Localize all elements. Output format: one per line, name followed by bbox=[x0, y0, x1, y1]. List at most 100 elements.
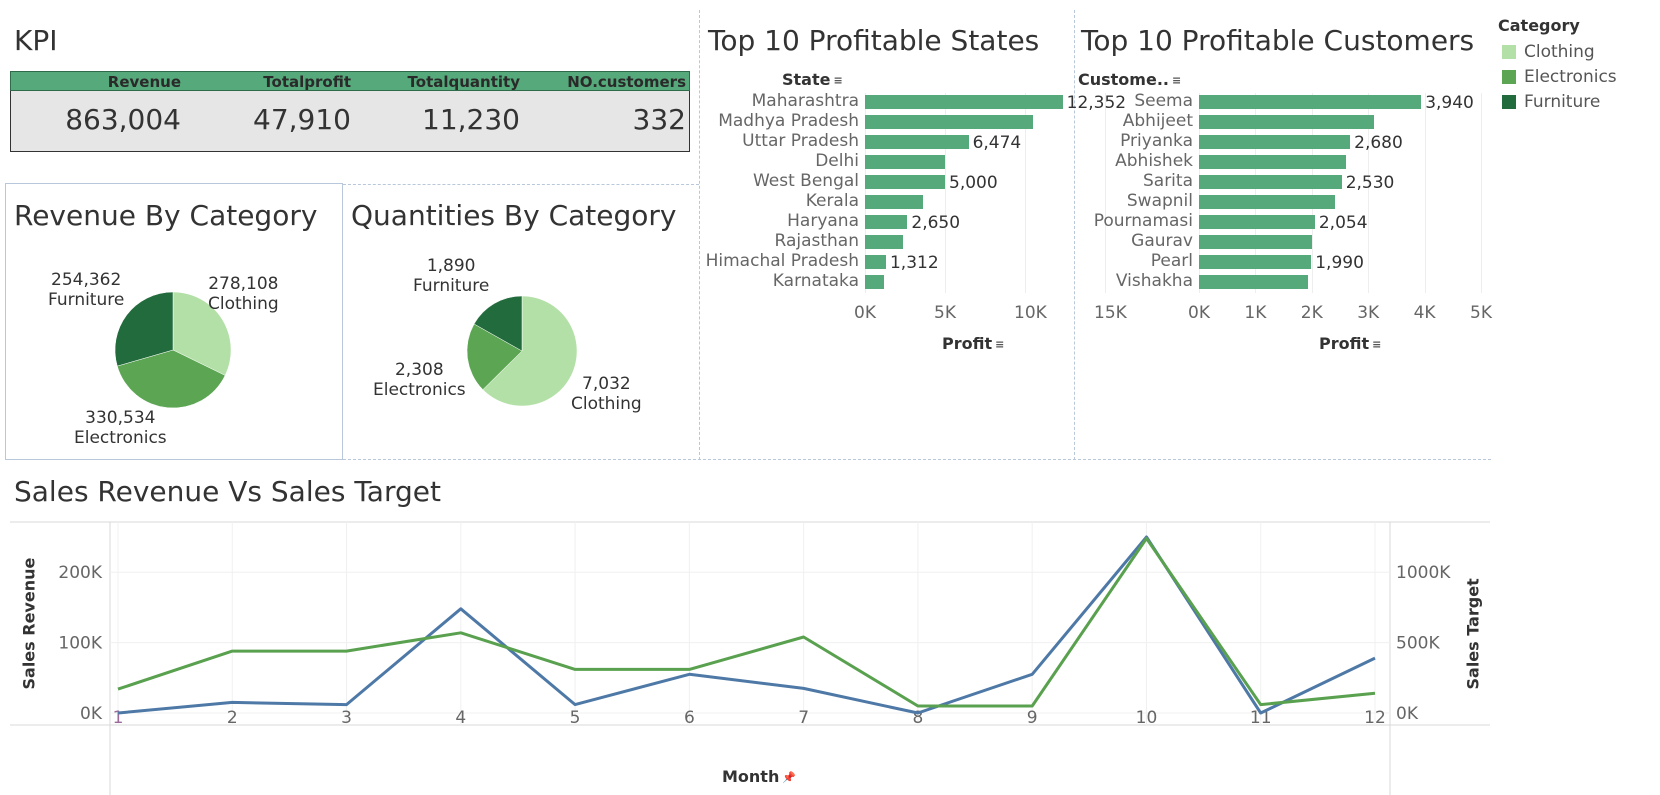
kpi-value-revenue: 863,004 bbox=[65, 103, 181, 136]
revenue-pie-chart bbox=[115, 292, 231, 408]
bar-label: Vishakha bbox=[1115, 271, 1193, 291]
x-tick-label: 0K bbox=[854, 303, 876, 323]
bar[interactable] bbox=[865, 115, 1033, 129]
bar[interactable] bbox=[865, 275, 885, 289]
kpi-value-totalquantity: 11,230 bbox=[422, 103, 520, 136]
pie-slice-furniture[interactable] bbox=[473, 296, 523, 352]
grid-line bbox=[1199, 93, 1200, 293]
x-tick-label: 5K bbox=[934, 303, 956, 323]
bar-label: Karnataka bbox=[772, 271, 859, 291]
bar[interactable] bbox=[1199, 155, 1347, 169]
bar-label: Pearl bbox=[1150, 251, 1193, 271]
y-right-tick-label: 500K bbox=[1396, 634, 1440, 654]
x-tick-label: 1K bbox=[1244, 303, 1267, 323]
pie-label-value: 1,890 bbox=[426, 256, 476, 276]
bar-label: Madhya Pradesh bbox=[718, 111, 859, 131]
series-line-sales-revenue[interactable] bbox=[117, 535, 1376, 715]
top-states-title: Top 10 Profitable States bbox=[708, 24, 1040, 57]
sort-icon[interactable]: ≡ bbox=[995, 338, 1005, 351]
pie-label-electronics: 2,308 Electronics bbox=[373, 360, 466, 400]
bar-label: Pournamasi bbox=[1093, 211, 1193, 231]
sales-chart-title: Sales Revenue Vs Sales Target bbox=[14, 475, 441, 508]
bar-value-label: 5,000 bbox=[949, 173, 998, 193]
y-left-tick-label: 0K bbox=[80, 704, 103, 724]
x-tick-label: 1 bbox=[113, 708, 124, 728]
bar-label: Uttar Pradesh bbox=[742, 131, 859, 151]
revenue-by-category-title: Revenue By Category bbox=[14, 199, 318, 232]
kpi-value-totalprofit: 47,910 bbox=[253, 103, 351, 136]
bar[interactable] bbox=[1199, 235, 1312, 249]
kpi-header-totalquantity: Totalquantity bbox=[407, 73, 520, 91]
x-tick-label: 0K bbox=[1188, 303, 1210, 323]
kpi-header-revenue: Revenue bbox=[107, 73, 181, 91]
x-tick-label: 2 bbox=[227, 708, 238, 728]
y-left-tick-label: 100K bbox=[58, 634, 102, 654]
bar-label: Kerala bbox=[805, 191, 859, 211]
sort-icon[interactable]: ≡ bbox=[833, 74, 843, 87]
x-axis-title-month: Month 📌 bbox=[722, 767, 797, 786]
bar[interactable] bbox=[1199, 215, 1315, 229]
bar[interactable] bbox=[865, 175, 945, 189]
bar[interactable] bbox=[1199, 255, 1312, 269]
x-tick-label: 5K bbox=[1470, 303, 1492, 323]
bar[interactable] bbox=[865, 155, 945, 169]
bar-value-label: 6,474 bbox=[972, 133, 1022, 153]
legend-item-electronics[interactable]: Electronics bbox=[1524, 67, 1617, 87]
series-line-sales-target[interactable] bbox=[117, 536, 1376, 708]
bar-value-label: 2,650 bbox=[911, 213, 961, 233]
bar[interactable] bbox=[1199, 275, 1308, 289]
bar[interactable] bbox=[865, 195, 923, 209]
grid-line bbox=[1255, 93, 1257, 293]
legend-swatch-furniture bbox=[1502, 95, 1516, 109]
divider bbox=[1074, 10, 1075, 460]
pie-label-furniture: 1,890 Furniture bbox=[413, 256, 489, 296]
y-axis-title-left: Sales Revenue bbox=[19, 557, 39, 690]
x-tick-label: 8 bbox=[912, 708, 923, 728]
grid-line bbox=[865, 93, 866, 293]
legend-item-clothing[interactable]: Clothing bbox=[1524, 42, 1595, 62]
pie-label-value: 330,534 bbox=[85, 408, 156, 428]
bar[interactable] bbox=[865, 135, 969, 149]
bar[interactable] bbox=[1199, 135, 1351, 149]
pie-label-name: Electronics bbox=[373, 380, 466, 400]
pie-label-name: Furniture bbox=[413, 276, 490, 296]
bar[interactable] bbox=[1199, 175, 1342, 189]
pie-slice-furniture[interactable] bbox=[115, 292, 174, 367]
bar[interactable] bbox=[865, 255, 886, 269]
pie-slice-clothing[interactable] bbox=[482, 296, 577, 406]
bar-value-label: 1,990 bbox=[1315, 253, 1364, 273]
divider bbox=[343, 184, 699, 185]
sort-icon[interactable]: ≡ bbox=[1171, 74, 1182, 87]
bar[interactable] bbox=[1199, 115, 1374, 129]
sort-icon[interactable]: ≡ bbox=[1372, 338, 1382, 351]
pie-label-value: 2,308 bbox=[394, 360, 444, 380]
kpi-header-totalprofit: Totalprofit bbox=[263, 73, 351, 91]
bar[interactable] bbox=[865, 235, 904, 249]
legend-swatch-electronics bbox=[1502, 70, 1516, 84]
bar[interactable] bbox=[1199, 195, 1336, 209]
pie-slice-electronics[interactable] bbox=[467, 323, 523, 390]
pie-slice-clothing[interactable] bbox=[172, 292, 231, 376]
bar-label: Delhi bbox=[815, 151, 859, 171]
y-axis-title-right: Sales Target bbox=[1463, 578, 1483, 690]
bar[interactable] bbox=[865, 95, 1063, 109]
x-tick-label: 2K bbox=[1300, 303, 1323, 323]
legend-item-furniture[interactable]: Furniture bbox=[1524, 92, 1601, 112]
pin-icon[interactable]: 📌 bbox=[782, 771, 797, 784]
kpi-value-customers: 332 bbox=[632, 103, 686, 136]
bar[interactable] bbox=[865, 215, 908, 229]
pie-label-name: Electronics bbox=[74, 428, 167, 448]
customers-dimension-header: Custome.. ≡ bbox=[1078, 70, 1182, 89]
x-tick-label: 15K bbox=[1094, 303, 1127, 323]
legend-title: Category bbox=[1498, 16, 1580, 35]
x-tick-label: 10 bbox=[1136, 708, 1158, 728]
bar[interactable] bbox=[1199, 95, 1422, 109]
bar-value-label: 12,352 bbox=[1066, 93, 1127, 113]
x-tick-label: 11 bbox=[1250, 708, 1272, 728]
bar-value-label: 2,530 bbox=[1345, 173, 1395, 193]
bar-label: Maharashtra bbox=[751, 91, 859, 111]
pie-slice-electronics[interactable] bbox=[116, 349, 226, 408]
pie-label-name: Clothing bbox=[208, 294, 279, 314]
pie-label-value: 7,032 bbox=[582, 374, 631, 394]
